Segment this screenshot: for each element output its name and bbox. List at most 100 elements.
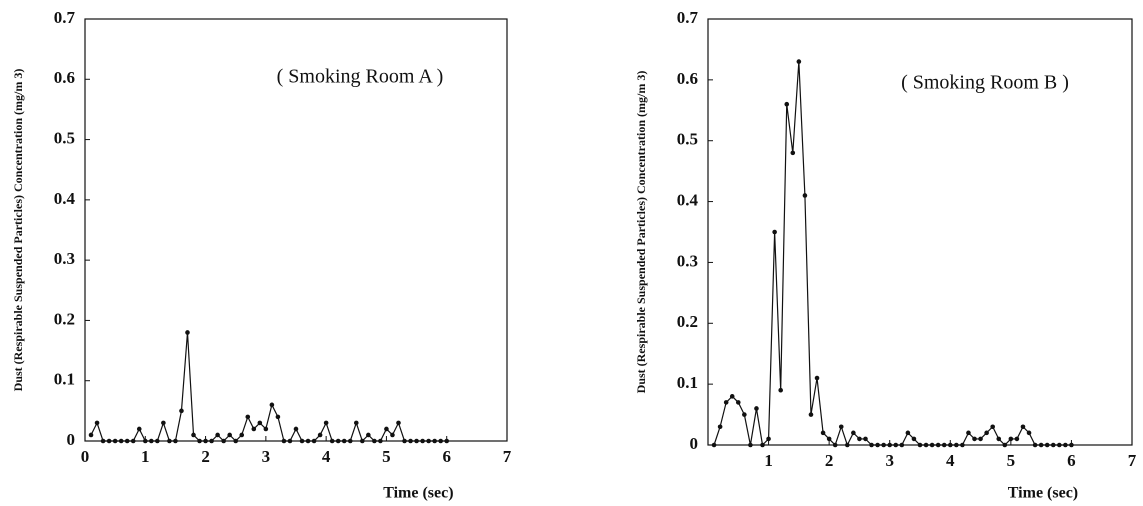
data-point [179, 408, 184, 414]
data-point [941, 442, 947, 448]
data-point [311, 438, 317, 444]
data-point [832, 442, 838, 448]
data-point [1014, 436, 1020, 442]
data-point [287, 438, 293, 444]
x-tick-label: 2 [201, 447, 210, 466]
data-line [90, 332, 447, 443]
x-tick-label: 5 [1007, 451, 1016, 470]
data-point [760, 442, 765, 448]
annotation: ( Smoking Room B ) [901, 72, 1069, 94]
y-tick-label: 0.2 [54, 309, 75, 328]
data-point [996, 436, 1002, 442]
data-point [149, 438, 154, 444]
data-point [257, 420, 263, 426]
data-point [851, 430, 856, 436]
data-point [838, 424, 844, 430]
x-tick-label: 6 [1067, 451, 1076, 470]
y-tick-label: 0.7 [54, 8, 76, 27]
data-point [426, 438, 431, 444]
data-point [378, 438, 383, 444]
data-point [106, 438, 112, 444]
data-point [984, 430, 989, 436]
data-point [203, 438, 208, 444]
data-point [881, 442, 886, 448]
data-point [384, 426, 389, 432]
y-tick-label: 0.6 [54, 68, 75, 87]
data-point [100, 438, 106, 444]
data-point [1032, 442, 1038, 448]
data-point [863, 436, 868, 442]
data-point [947, 442, 953, 448]
data-point [136, 426, 142, 432]
x-tick-label: 7 [503, 447, 512, 466]
y-tick-label: 0.2 [677, 312, 698, 331]
x-tick-label: 4 [946, 451, 955, 470]
y-tick-label: 0 [67, 430, 76, 449]
data-point [233, 438, 239, 444]
data-point [142, 438, 148, 444]
data-point [94, 420, 100, 426]
data-point [209, 438, 214, 444]
data-point [754, 406, 759, 411]
data-point [372, 438, 377, 444]
data-point [905, 430, 911, 436]
data-point [299, 438, 305, 444]
data-point [990, 424, 995, 430]
data-point [215, 432, 220, 438]
data-point [857, 436, 862, 442]
data-point [1057, 442, 1062, 448]
data-point [887, 442, 893, 448]
data-point [408, 438, 413, 444]
data-point [845, 442, 850, 448]
data-point [402, 438, 407, 444]
data-point [735, 400, 741, 405]
y-tick-label: 0.1 [677, 373, 698, 392]
data-point [911, 436, 917, 442]
data-point [390, 432, 395, 438]
plot-frame [84, 18, 508, 442]
data-line [713, 61, 1072, 447]
data-point [875, 442, 880, 448]
x-tick-label: 1 [764, 451, 773, 470]
x-axis-label: Time (sec) [383, 485, 453, 502]
data-point [978, 436, 983, 442]
data-point [347, 438, 353, 444]
data-point [161, 420, 166, 426]
y-axis-label: Dust (Respirable Suspended Particles) Co… [634, 71, 648, 394]
data-point [438, 438, 443, 444]
data-point [269, 402, 275, 408]
data-point [353, 420, 359, 426]
data-point [796, 59, 802, 64]
y-tick-label: 0.4 [54, 189, 76, 208]
data-point [723, 400, 729, 405]
data-point [826, 436, 832, 442]
y-tick-label: 0.5 [54, 128, 75, 147]
x-axis-label: Time (sec) [1008, 485, 1078, 502]
data-point [420, 438, 425, 444]
data-point [360, 438, 365, 444]
data-point [711, 442, 717, 448]
data-point [112, 438, 118, 444]
data-point [1050, 442, 1056, 448]
data-point [197, 438, 202, 444]
data-point [155, 438, 160, 444]
data-point [742, 412, 747, 417]
y-tick-label: 0.4 [677, 190, 699, 209]
data-point [396, 420, 401, 426]
data-point [814, 375, 820, 381]
x-tick-label: 4 [322, 447, 331, 466]
data-point [1069, 442, 1074, 448]
data-point [88, 432, 94, 438]
data-point [329, 438, 335, 444]
data-point [772, 229, 777, 235]
data-point [966, 430, 971, 436]
y-tick-label: 0.7 [677, 8, 699, 27]
data-point [221, 438, 226, 444]
data-point [118, 438, 124, 444]
data-point [124, 438, 130, 444]
data-point [335, 438, 341, 444]
data-point [167, 438, 172, 444]
data-point [366, 432, 371, 438]
data-point [802, 193, 808, 198]
data-point [778, 387, 783, 393]
